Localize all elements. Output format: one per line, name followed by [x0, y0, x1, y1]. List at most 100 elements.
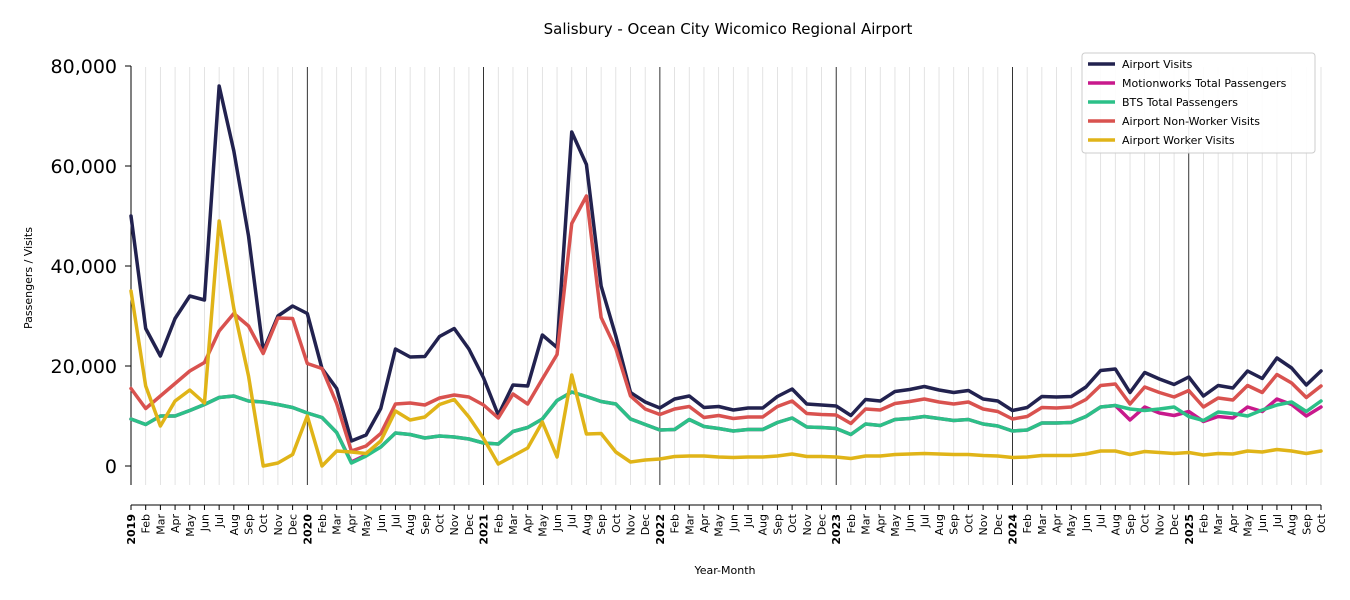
- x-tick-label: Jun: [1080, 514, 1093, 532]
- x-tick-label: Feb: [845, 514, 858, 533]
- x-tick-label: Mar: [683, 514, 696, 535]
- x-tick-label: Dec: [639, 514, 652, 535]
- x-tick-label: Aug: [228, 514, 241, 535]
- x-tick-label: Oct: [257, 513, 270, 533]
- x-tick-label: Dec: [992, 514, 1005, 535]
- x-tick-label: Apr: [1051, 514, 1064, 534]
- series-line-bts-total-passengers: [129, 390, 1323, 465]
- x-tick-label: Dec: [287, 514, 300, 535]
- x-tick-label: May: [360, 514, 373, 537]
- legend-entry: Motionworks Total Passengers: [1122, 77, 1287, 90]
- y-tick-label: 0: [105, 456, 117, 478]
- x-tick-label: May: [1242, 514, 1255, 537]
- y-tick-label: 40,000: [51, 256, 117, 278]
- series-line-airport-worker-visits: [129, 219, 1323, 468]
- x-axis-label: Year-Month: [693, 564, 755, 577]
- x-tick-label: Mar: [507, 514, 520, 535]
- x-tick-label: Feb: [316, 514, 329, 533]
- x-tick-label: Oct: [1139, 513, 1152, 533]
- x-tick-label-year: 2019: [125, 514, 138, 545]
- x-tick-label: Sep: [595, 514, 608, 535]
- series-lines: [129, 84, 1323, 468]
- x-tick-label: Nov: [1153, 514, 1166, 536]
- x-tick-label: Nov: [448, 514, 461, 536]
- x-tick-label-year: 2024: [1006, 514, 1019, 545]
- y-axis-label: Passengers / Visits: [22, 227, 35, 329]
- series-line-airport-visits: [129, 84, 1323, 443]
- x-tick-label: Apr: [522, 514, 535, 534]
- x-tick-label: Mar: [1036, 514, 1049, 535]
- x-tick-label: May: [536, 514, 549, 537]
- x-tick-label-year: 2023: [830, 514, 843, 545]
- x-tick-label: Dec: [1168, 514, 1181, 535]
- x-tick-label: Aug: [1286, 514, 1299, 535]
- x-tick-label: Jul: [213, 514, 226, 528]
- x-tick-label: Aug: [933, 514, 946, 535]
- x-tick-label: Sep: [771, 514, 784, 535]
- x-tick-label: Sep: [1124, 514, 1137, 535]
- x-tick-label: Jul: [389, 514, 402, 528]
- x-tick-label: Mar: [860, 514, 873, 535]
- x-tick-label: Aug: [757, 514, 770, 535]
- x-tick-label: Apr: [345, 514, 358, 534]
- x-tick-label-year: 2025: [1183, 514, 1196, 545]
- x-tick-label: Oct: [962, 513, 975, 533]
- x-tick-label: Oct: [434, 513, 447, 533]
- legend-entry: BTS Total Passengers: [1122, 96, 1238, 109]
- legend-entry: Airport Worker Visits: [1122, 134, 1235, 147]
- x-tick-label: Nov: [977, 514, 990, 536]
- x-tick-label: Sep: [1300, 514, 1313, 535]
- x-tick-label: Jul: [742, 514, 755, 528]
- x-tick-label-year: 2021: [478, 514, 491, 545]
- x-tick-label: Jul: [566, 514, 579, 528]
- x-tick-label: Feb: [492, 514, 505, 533]
- grid-lines: [130, 67, 1322, 485]
- x-tick-label: Sep: [419, 514, 432, 535]
- y-tick-label: 80,000: [51, 56, 117, 78]
- x-tick-label: Dec: [463, 514, 476, 535]
- x-tick-label-year: 2022: [654, 514, 667, 545]
- x-tick-label: Dec: [815, 514, 828, 535]
- x-tick-label: Jun: [1256, 514, 1269, 532]
- x-tick-label: Jun: [198, 514, 211, 532]
- x-tick-label: May: [889, 514, 902, 537]
- x-tick-label: Feb: [140, 514, 153, 533]
- x-tick-label: May: [184, 514, 197, 537]
- x-tick-label: Apr: [1227, 514, 1240, 534]
- x-tick-label: Apr: [169, 514, 182, 534]
- legend-box: [1081, 52, 1316, 154]
- legend-entry: Airport Visits: [1122, 58, 1193, 71]
- legend-entry: Airport Non-Worker Visits: [1122, 115, 1260, 128]
- x-tick-label: Jun: [904, 514, 917, 532]
- x-tick-label: Aug: [404, 514, 417, 535]
- x-tick-label: Sep: [948, 514, 961, 535]
- x-tick-label: Oct: [786, 513, 799, 533]
- x-tick-label: Apr: [874, 514, 887, 534]
- x-tick-label: Oct: [1315, 513, 1328, 533]
- x-tick-label: Feb: [1197, 514, 1210, 533]
- x-tick-label: Aug: [1109, 514, 1122, 535]
- x-tick-label: Feb: [1021, 514, 1034, 533]
- y-tick-label: 20,000: [51, 356, 117, 378]
- x-tick-label: Nov: [272, 514, 285, 536]
- x-tick-label: Jul: [918, 514, 931, 528]
- x-tick-label: Nov: [625, 514, 638, 536]
- x-tick-label: May: [713, 514, 726, 537]
- series-line-airport-non-worker-visits: [129, 194, 1323, 453]
- x-tick-label: Aug: [580, 514, 593, 535]
- x-tick-label: May: [1065, 514, 1078, 537]
- x-tick-label: Jun: [375, 514, 388, 532]
- x-tick-label: Jun: [551, 514, 564, 532]
- x-tick-label: Oct: [610, 513, 623, 533]
- x-tick-label: Nov: [801, 514, 814, 536]
- x-tick-label: Mar: [331, 514, 344, 535]
- x-tick-label: Jul: [1271, 514, 1284, 528]
- x-tick-label-year: 2020: [301, 514, 314, 545]
- chart-title: Salisbury - Ocean City Wicomico Regional…: [544, 20, 913, 38]
- x-tick-label: Mar: [1212, 514, 1225, 535]
- x-tick-label: Jun: [727, 514, 740, 532]
- x-tick-label: Jul: [1095, 514, 1108, 528]
